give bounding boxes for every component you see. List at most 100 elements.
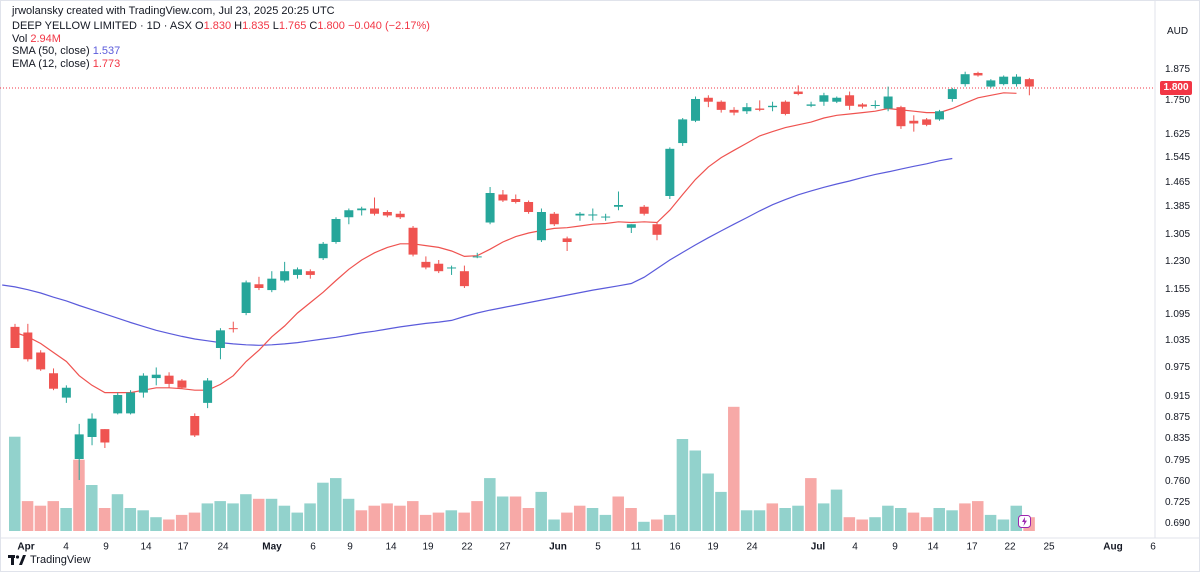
currency-label[interactable]: AUD [1167,26,1189,37]
candle [780,100,790,116]
volume-bar [432,512,445,531]
sma-label: SMA (50, close) [12,45,90,57]
lightning-icon[interactable] [1018,515,1031,528]
volume-bar [663,514,676,531]
volume-bar [278,505,291,531]
time-tick-label: 14 [385,541,397,552]
time-tick-label: Aug [1103,541,1122,552]
time-tick-label: 24 [746,541,758,552]
volume-bar [73,459,85,531]
volume-bar [496,496,509,531]
candle [23,323,33,362]
candle [395,210,405,219]
time-tick-label: 22 [1004,541,1016,552]
time-axis[interactable]: Apr 4 9 14 17 24 May 6 9 14 19 22 27 Jun 5 11 16 19 24 Jul 4… [17,541,1156,552]
volume-bar [676,439,689,531]
candle [909,115,919,132]
vol-value: 2.94M [30,33,61,45]
volume-bar [548,519,560,531]
volume-bar [111,494,124,531]
volume-bar [933,508,945,531]
candle [524,200,534,214]
candle [922,118,932,127]
high-label: H [234,20,243,32]
candle [896,105,906,129]
volume-bar [355,510,368,531]
time-tick-label: Apr [17,541,34,552]
candle [691,96,701,123]
time-tick-label: May [262,541,282,552]
candle [768,101,778,112]
price-tick-label: 0.690 [1165,518,1190,529]
price-tick-label: 0.975 [1165,362,1190,373]
volume-bar [728,406,740,531]
volume-legend[interactable]: Vol 2.94M [12,33,61,46]
candle [665,147,675,199]
symbol-line: DEEP YELLOW LIMITED · 1D · ASX O1.830 H1… [12,20,430,33]
candle [755,100,765,112]
volume-bar [163,519,175,531]
candle [228,321,238,333]
candle [138,373,148,398]
time-tick-label: 24 [217,541,229,552]
volume-bar [894,508,907,531]
price-tick-label: 0.875 [1165,412,1190,423]
volume-bar [419,514,432,531]
low-label: L [272,20,279,32]
candle [639,205,649,216]
candle [986,79,996,88]
candle [562,236,572,251]
ema-legend[interactable]: EMA (12, close) 1.773 [12,58,120,71]
candle [742,103,752,114]
symbol-name[interactable]: DEEP YELLOW LIMITED · 1D · ASX [12,20,192,32]
volume-bar [188,512,201,531]
candle [678,118,688,146]
sma-legend[interactable]: SMA (50, close) 1.537 [12,45,120,58]
candle [344,208,354,225]
ema-label: EMA (12, close) [12,58,90,70]
candle [459,265,469,288]
candle [1012,74,1022,87]
open-value: 1.830 [203,20,232,32]
tradingview-brand[interactable]: TradingView [8,554,91,566]
candle [703,95,713,108]
candle [190,413,200,437]
candle [793,85,803,96]
volume-bar [869,517,881,531]
time-tick-label: Jun [549,541,567,552]
candle [203,378,213,409]
candle [845,91,855,110]
time-tick-label: 17 [966,541,978,552]
candle [498,190,508,202]
candle [292,267,302,279]
time-tick-label: 6 [1150,541,1156,552]
change-value: −0.040 (−2.17%) [347,20,430,32]
time-tick-label: 17 [177,541,189,552]
time-tick-label: 25 [1043,541,1055,552]
volume-bar [1010,505,1023,531]
candle [421,256,431,270]
price-axis[interactable]: 1.875 1.750 1.625 1.545 1.465 1.385 1.305 1.230… [1165,64,1190,529]
volume-bar [34,505,47,531]
price-tick-label: 1.155 [1165,284,1190,295]
candle [947,87,957,102]
volume-bar [830,489,843,531]
volume-bar [522,508,535,531]
sma-50-path [2,157,953,346]
candle [729,107,739,116]
volume-bar [907,512,920,531]
time-tick-label: 9 [892,541,898,552]
candle [126,390,136,415]
volume-bar [150,517,162,531]
time-tick-label: 27 [499,541,511,552]
time-tick-label: 6 [310,541,316,552]
candle [215,328,225,360]
volume-bar [47,501,60,531]
price-tick-label: 1.385 [1165,201,1190,212]
candle [331,217,341,244]
volume-bar [972,501,984,531]
sma-line [2,157,953,346]
high-value: 1.835 [242,20,270,32]
price-tick-label: 1.465 [1165,177,1190,188]
